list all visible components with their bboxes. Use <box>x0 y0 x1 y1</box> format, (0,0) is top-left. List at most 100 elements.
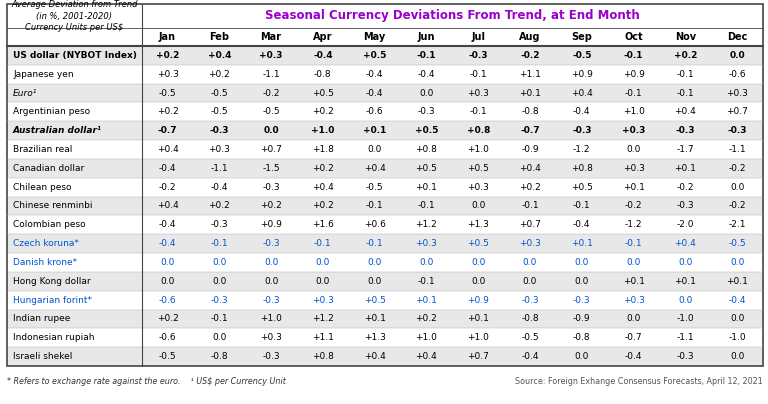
Text: -0.5: -0.5 <box>366 183 383 191</box>
Text: -0.1: -0.1 <box>521 202 539 210</box>
Text: -0.4: -0.4 <box>159 164 177 173</box>
Text: +0.3: +0.3 <box>157 70 178 79</box>
Text: -0.1: -0.1 <box>624 88 642 97</box>
Text: +0.4: +0.4 <box>571 88 593 97</box>
Text: -0.4: -0.4 <box>418 70 435 79</box>
Text: +0.2: +0.2 <box>674 51 697 60</box>
Text: 0.0: 0.0 <box>730 314 744 324</box>
Text: +0.1: +0.1 <box>415 296 437 305</box>
Text: +0.2: +0.2 <box>312 107 334 116</box>
Text: 0.0: 0.0 <box>419 258 434 267</box>
Text: -0.2: -0.2 <box>728 164 746 173</box>
Text: +1.3: +1.3 <box>467 220 489 229</box>
Text: -0.6: -0.6 <box>159 296 177 305</box>
Bar <box>7 159 763 178</box>
Text: +1.6: +1.6 <box>312 220 334 229</box>
Text: 0.0: 0.0 <box>212 277 227 286</box>
Text: -0.3: -0.3 <box>521 296 539 305</box>
Text: -1.1: -1.1 <box>262 70 280 79</box>
Text: +1.0: +1.0 <box>623 107 644 116</box>
Bar <box>7 178 763 197</box>
Text: -0.6: -0.6 <box>366 107 383 116</box>
Text: -0.5: -0.5 <box>210 107 228 116</box>
Text: 0.0: 0.0 <box>523 258 537 267</box>
Text: 0.0: 0.0 <box>627 258 641 267</box>
Bar <box>7 309 763 328</box>
Text: -0.6: -0.6 <box>159 333 177 342</box>
Text: Hong Kong dollar: Hong Kong dollar <box>13 277 91 286</box>
Text: +1.3: +1.3 <box>364 333 386 342</box>
Text: +0.4: +0.4 <box>519 164 541 173</box>
Text: -0.3: -0.3 <box>418 107 435 116</box>
Text: +0.1: +0.1 <box>571 239 593 248</box>
Text: +0.9: +0.9 <box>260 220 282 229</box>
Text: +0.2: +0.2 <box>208 202 230 210</box>
Text: Dec: Dec <box>727 32 747 42</box>
Text: -0.5: -0.5 <box>728 239 746 248</box>
Text: -0.1: -0.1 <box>210 239 228 248</box>
Text: Aug: Aug <box>519 32 541 42</box>
Text: +0.8: +0.8 <box>466 126 490 135</box>
Text: Mar: Mar <box>260 32 282 42</box>
Text: +1.1: +1.1 <box>312 333 334 342</box>
Text: +1.0: +1.0 <box>260 314 282 324</box>
Text: +0.5: +0.5 <box>415 126 438 135</box>
Text: 0.0: 0.0 <box>367 277 382 286</box>
Text: +0.3: +0.3 <box>519 239 541 248</box>
Text: Indian rupee: Indian rupee <box>13 314 71 324</box>
Text: Jul: Jul <box>472 32 485 42</box>
Text: -0.4: -0.4 <box>159 220 177 229</box>
Text: 0.0: 0.0 <box>471 202 485 210</box>
Text: +1.2: +1.2 <box>312 314 334 324</box>
Text: US dollar (NYBOT Index): US dollar (NYBOT Index) <box>13 51 137 60</box>
Text: +0.1: +0.1 <box>415 183 437 191</box>
Text: -2.1: -2.1 <box>728 220 746 229</box>
Bar <box>7 4 763 366</box>
Text: -1.5: -1.5 <box>262 164 280 173</box>
Text: -0.4: -0.4 <box>573 107 591 116</box>
Text: Danish krone*: Danish krone* <box>13 258 77 267</box>
Text: +1.0: +1.0 <box>467 333 489 342</box>
Text: 0.0: 0.0 <box>730 51 745 60</box>
Text: Colombian peso: Colombian peso <box>13 220 85 229</box>
Text: +0.2: +0.2 <box>415 314 437 324</box>
Text: +0.4: +0.4 <box>674 107 697 116</box>
Bar <box>7 140 763 159</box>
Bar <box>7 121 763 140</box>
Text: +0.3: +0.3 <box>208 145 230 154</box>
Text: 0.0: 0.0 <box>730 258 744 267</box>
Bar <box>7 103 763 121</box>
Text: 0.0: 0.0 <box>316 258 330 267</box>
Text: 0.0: 0.0 <box>730 183 744 191</box>
Text: Indonesian rupiah: Indonesian rupiah <box>13 333 94 342</box>
Text: +0.7: +0.7 <box>727 107 748 116</box>
Text: Euro¹: Euro¹ <box>13 88 38 97</box>
Text: -0.4: -0.4 <box>313 51 333 60</box>
Text: +0.3: +0.3 <box>260 51 283 60</box>
Text: -1.1: -1.1 <box>210 164 228 173</box>
Text: +0.2: +0.2 <box>312 202 334 210</box>
Text: -0.2: -0.2 <box>677 183 694 191</box>
Text: -1.7: -1.7 <box>677 145 694 154</box>
Text: -0.1: -0.1 <box>366 239 383 248</box>
Text: +0.3: +0.3 <box>623 296 644 305</box>
Bar <box>7 253 763 272</box>
Text: +0.8: +0.8 <box>571 164 593 173</box>
Text: -0.1: -0.1 <box>573 202 591 210</box>
Text: -0.1: -0.1 <box>314 239 332 248</box>
Text: +0.4: +0.4 <box>415 352 437 361</box>
Text: -1.0: -1.0 <box>677 314 694 324</box>
Text: +0.5: +0.5 <box>415 164 437 173</box>
Text: +0.2: +0.2 <box>156 51 179 60</box>
Text: -0.8: -0.8 <box>210 352 228 361</box>
Text: +0.5: +0.5 <box>312 88 334 97</box>
Text: -0.4: -0.4 <box>366 70 383 79</box>
Text: +1.0: +1.0 <box>415 333 437 342</box>
Text: -0.3: -0.3 <box>573 296 591 305</box>
Text: -0.1: -0.1 <box>677 70 694 79</box>
Text: +0.4: +0.4 <box>157 145 178 154</box>
Text: -0.1: -0.1 <box>210 314 228 324</box>
Text: +0.5: +0.5 <box>571 183 593 191</box>
Text: Nov: Nov <box>675 32 696 42</box>
Text: -0.5: -0.5 <box>159 88 177 97</box>
